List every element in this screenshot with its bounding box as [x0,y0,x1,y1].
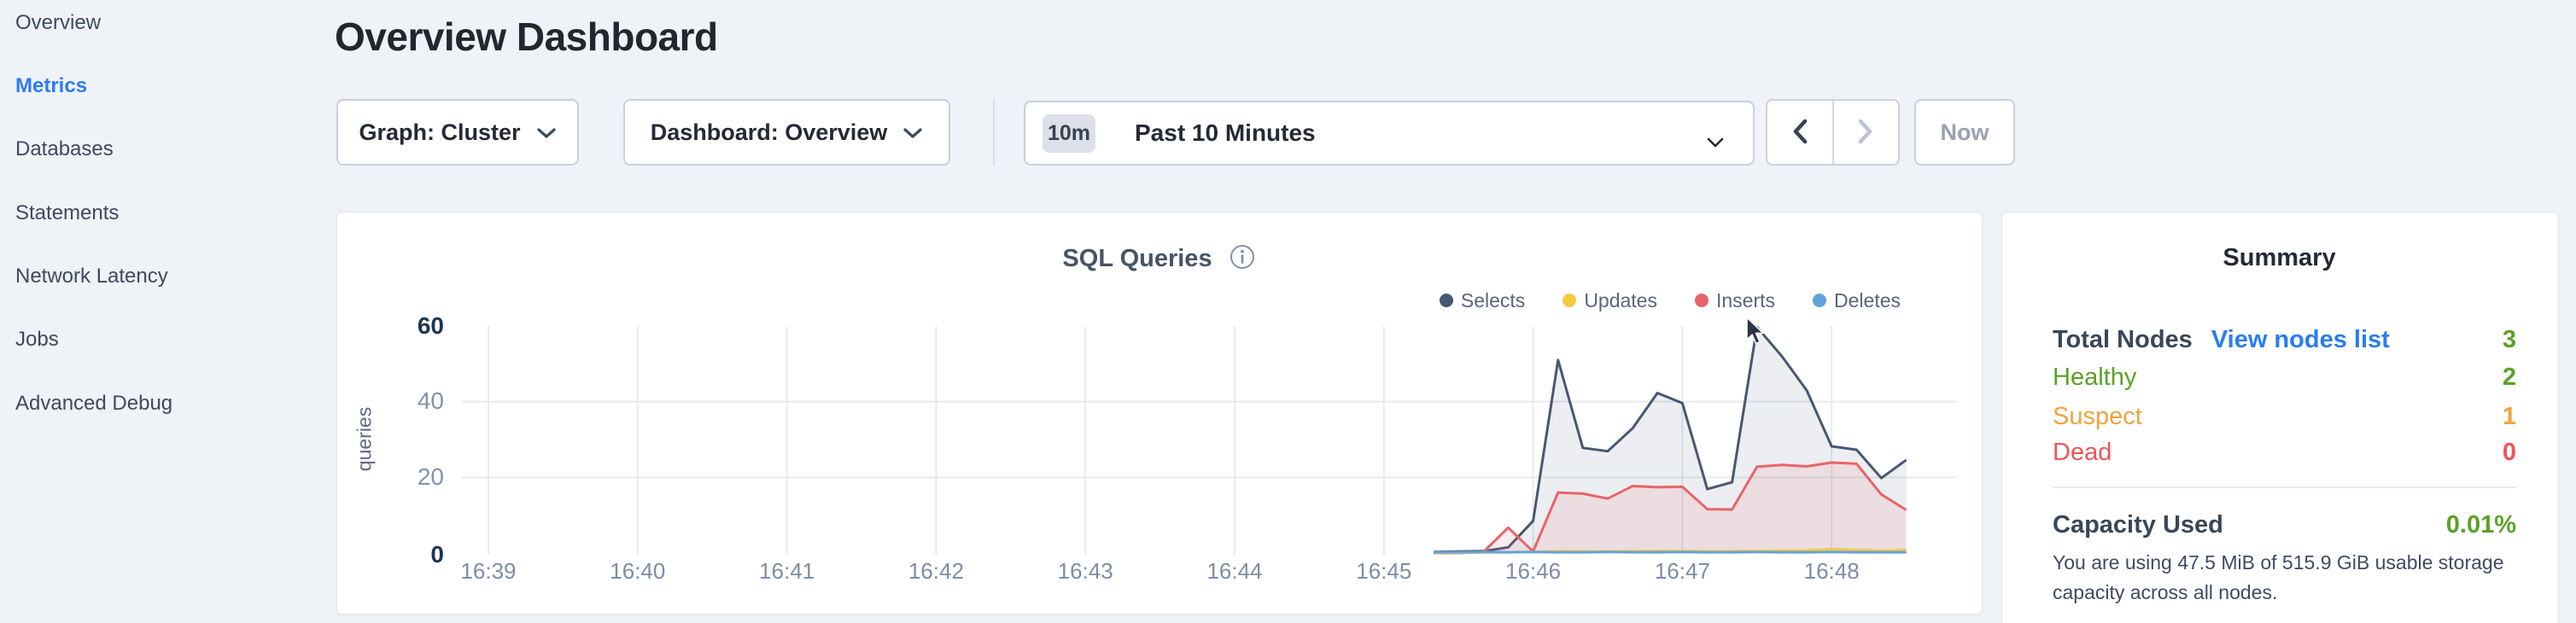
time-window-label: Past 10 Minutes [1135,119,1316,146]
node-status-label: Healthy [2053,363,2137,391]
time-forward-button[interactable] [1834,101,1899,164]
chart-title: SQL Queries [1062,244,1212,272]
chevron-down-icon [902,119,923,146]
y-tick-0: 0 [430,541,444,568]
x-tick-1641: 16:41 [759,558,815,584]
sql-queries-chart-card [336,212,1983,614]
x-tick-1639: 16:39 [460,558,517,584]
y-tick-60: 60 [417,312,444,339]
legend-dot-icon [1563,294,1577,307]
legend-item-inserts[interactable]: Inserts [1694,288,1776,312]
legend-label: Selects [1460,288,1526,312]
capacity-value: 0.01% [2445,510,2516,539]
series-area-selects [1434,327,1907,553]
legend-item-deletes[interactable]: Deletes [1813,289,1901,312]
x-tick-1643: 16:43 [1057,558,1113,584]
dashboard-dropdown[interactable]: Dashboard: Overview [623,99,950,166]
legend-label: Inserts [1715,288,1776,312]
graph-dropdown-label: Graph: Cluster [359,119,521,145]
info-icon[interactable] [1230,244,1255,274]
summary-panel [2001,212,2559,623]
legend-dot-icon [1439,294,1453,307]
sql-queries-plot [461,325,1957,555]
sidebar-item-databases[interactable]: Databases [15,137,114,160]
node-status-value: 1 [2502,402,2516,430]
chevron-down-icon [1707,128,1724,154]
node-status-value: 0 [2502,438,2516,466]
legend-item-updates[interactable]: Updates [1563,289,1657,312]
y-tick-20: 20 [417,463,444,490]
summary-title: Summary [2223,244,2336,271]
legend-dot-icon [1813,294,1827,307]
chevron-down-icon [536,119,557,146]
sidebar-item-statements[interactable]: Statements [15,201,120,224]
view-nodes-list-link[interactable]: View nodes list [2211,325,2390,353]
sidebar-item-jobs[interactable]: Jobs [15,328,59,351]
node-status-row-healthy: Healthy 2 [2053,360,2516,394]
legend-label: Updates [1584,288,1657,312]
capacity-row: Capacity Used 0.01% [2053,508,2516,542]
node-status-value: 2 [2502,363,2516,391]
total-nodes-row: Total Nodes View nodes list 3 [2053,323,2516,357]
toolbar-divider [993,99,995,166]
series-line-selects [1433,325,1907,554]
series-line-inserts [1434,461,1907,555]
graph-dropdown[interactable]: Graph: Cluster [336,99,579,166]
x-tick-1642: 16:42 [908,558,964,584]
node-status-label: Dead [2053,438,2112,466]
time-window-badge: 10m [1043,114,1095,153]
chart-legend: Selects Updates Inserts Deletes [336,289,1901,312]
total-nodes-value: 3 [2502,325,2516,353]
sidebar-item-network-latency[interactable]: Network Latency [15,265,168,288]
legend-dot-icon [1694,294,1709,307]
capacity-label: Capacity Used [2053,510,2223,539]
chart-title-row: SQL Queries [336,242,1981,276]
sidebar-item-advanced-debug[interactable]: Advanced Debug [15,392,173,415]
sidebar-item-metrics[interactable]: Metrics [15,74,88,97]
summary-divider [2053,486,2516,488]
node-status-row-suspect: Suspect 1 [2053,399,2516,434]
time-window-selector[interactable]: 10m Past 10 Minutes [1024,101,1755,166]
capacity-note: You are using 47.5 MiB of 515.9 GiB usab… [2053,551,2504,603]
node-status-row-dead: Dead 0 [2053,435,2516,469]
mouse-cursor [1746,317,1768,351]
x-tick-1648: 16:48 [1803,558,1860,584]
time-backward-button[interactable] [1767,101,1834,164]
node-status-label: Suspect [2053,402,2142,430]
series-area-inserts [1434,463,1907,553]
legend-item-selects[interactable]: Selects [1439,288,1526,312]
sidebar-item-overview[interactable]: Overview [15,11,102,34]
x-tick-1647: 16:47 [1654,558,1710,584]
x-tick-1644: 16:44 [1206,558,1263,584]
x-tick-1646: 16:46 [1505,558,1562,584]
now-button[interactable]: Now [1914,99,2015,166]
total-nodes-label: Total Nodes [2053,325,2193,353]
x-tick-1640: 16:40 [610,558,666,584]
chevron-left-icon [1791,118,1808,148]
y-tick-40: 40 [417,387,444,414]
legend-label: Deletes [1834,288,1901,312]
chevron-right-icon [1857,118,1874,148]
dashboard-dropdown-label: Dashboard: Overview [650,119,888,145]
time-step-buttons [1766,99,1900,166]
x-tick-1645: 16:45 [1356,558,1412,584]
y-axis-label: queries [353,406,376,472]
page-title: Overview Dashboard [335,15,718,59]
